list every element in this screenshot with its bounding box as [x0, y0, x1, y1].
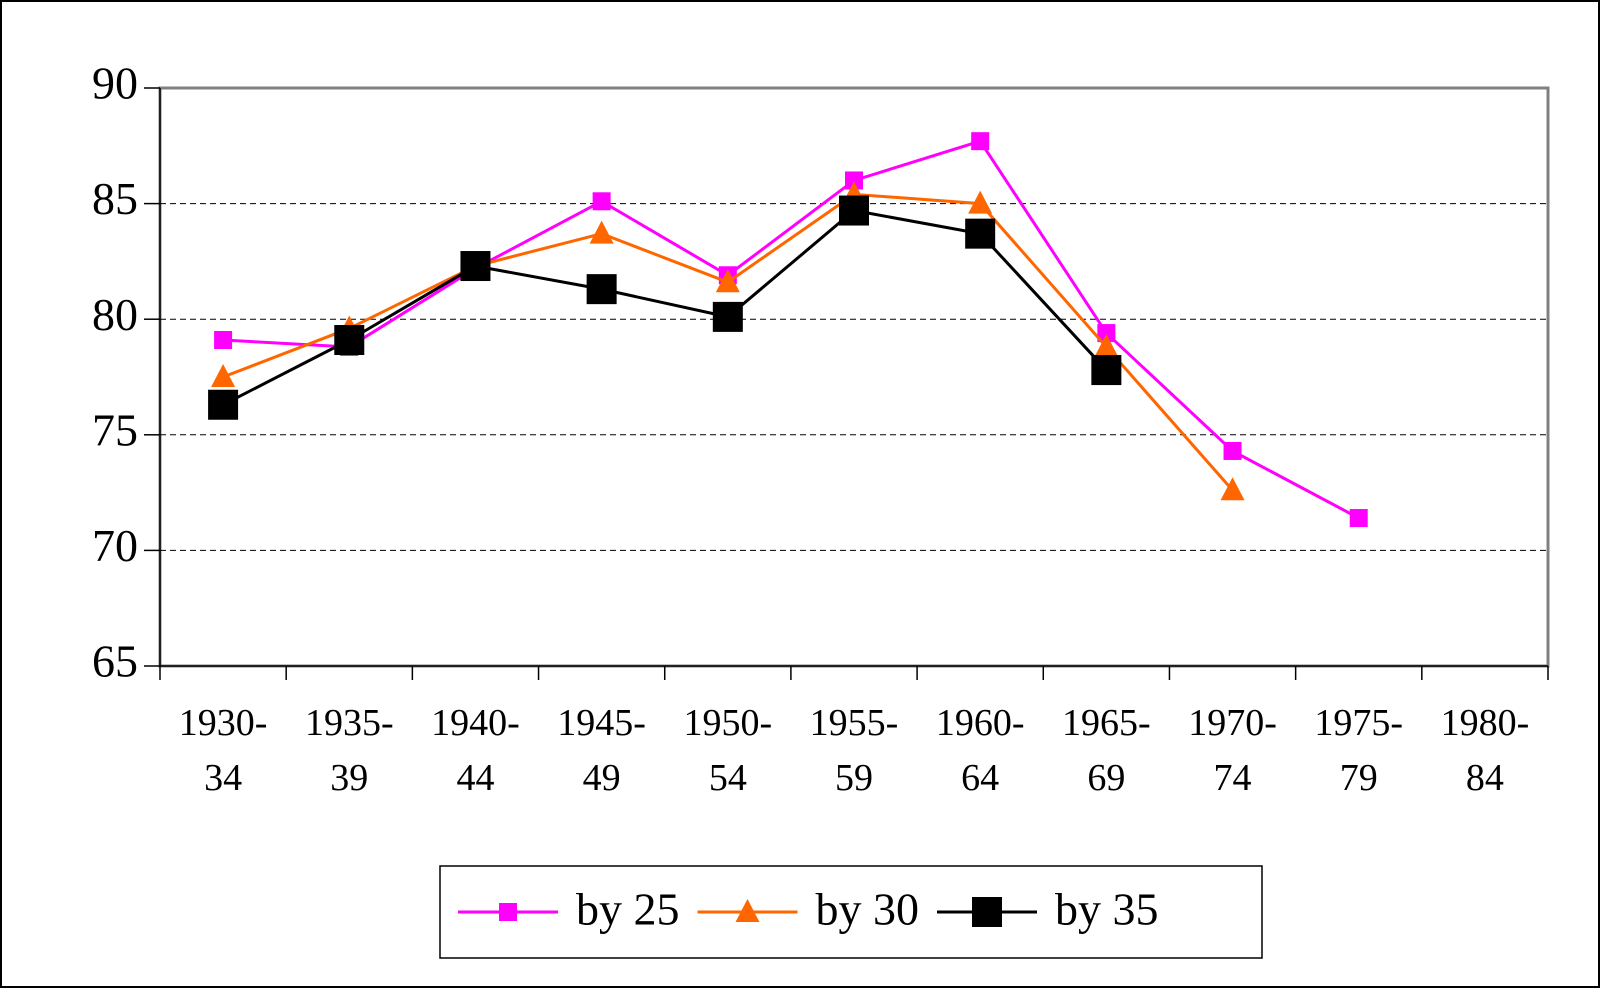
data-point	[211, 364, 236, 387]
legend-label: by 35	[1055, 884, 1159, 935]
data-point	[1223, 441, 1242, 460]
x-tick-label: 1960-64	[936, 702, 1025, 799]
data-point	[1349, 509, 1368, 528]
y-tick-label: 85	[92, 173, 138, 224]
data-point	[334, 325, 365, 356]
x-tick-label: 1955-59	[810, 702, 899, 799]
y-tick-label: 65	[92, 636, 138, 687]
data-point	[845, 171, 863, 190]
data-point	[712, 301, 743, 332]
data-point	[839, 195, 869, 226]
x-tick-label: 1940-44	[431, 702, 520, 799]
data-point	[968, 190, 993, 214]
data-point	[460, 251, 491, 282]
data-point	[715, 269, 740, 293]
data-point	[586, 274, 617, 305]
data-point	[1091, 355, 1122, 386]
x-tick-label: 1965-69	[1062, 702, 1151, 799]
legend	[439, 865, 1263, 959]
data-point	[1094, 333, 1119, 357]
data-point	[1220, 477, 1245, 501]
legend-marker	[499, 903, 517, 921]
data-point	[965, 218, 996, 249]
series-line	[223, 139, 1360, 520]
data-point	[971, 132, 990, 151]
y-tick-label: 70	[92, 520, 138, 571]
legend-label: by 25	[576, 884, 680, 935]
y-tick-label: 75	[92, 404, 138, 455]
y-tick-label: 80	[92, 289, 138, 340]
data-point	[208, 389, 239, 420]
x-tick-label: 1950-54	[683, 702, 772, 799]
x-tick-label: 1970-74	[1188, 702, 1277, 799]
x-tick-label: 1945-49	[557, 702, 646, 799]
x-tick-label: 1975-79	[1314, 702, 1403, 799]
series-line	[222, 208, 1108, 407]
data-point	[214, 331, 233, 350]
data-point	[592, 192, 611, 211]
data-point	[589, 220, 614, 244]
legend-marker	[735, 899, 760, 922]
y-tick-label: 90	[92, 58, 138, 109]
data-point	[1097, 324, 1116, 343]
x-tick-label: 1980-84	[1441, 702, 1530, 799]
legend-label: by 30	[816, 884, 920, 935]
x-tick-label: 1935-39	[305, 702, 394, 799]
legend-marker	[972, 897, 1002, 927]
x-tick-label: 1930-34	[179, 702, 268, 799]
